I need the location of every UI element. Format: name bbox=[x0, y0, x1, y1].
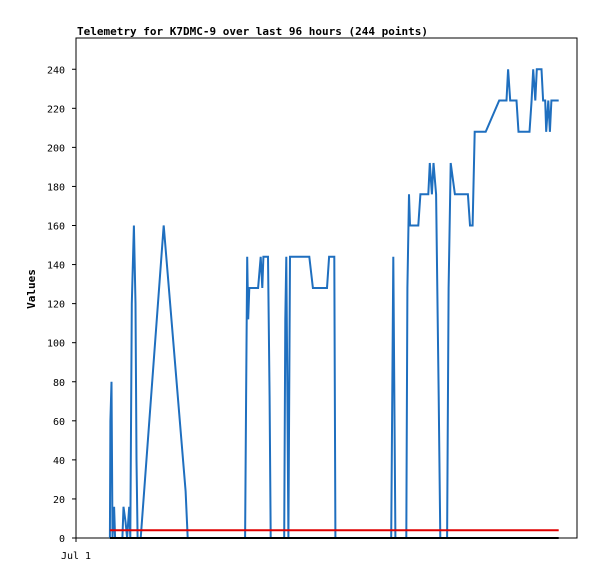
y-tick-label: 220 bbox=[47, 104, 65, 115]
x-tick-label: Jul 1 bbox=[61, 551, 91, 562]
chart-title: Telemetry for K7DMC-9 over last 96 hours… bbox=[77, 25, 428, 38]
y-tick-label: 180 bbox=[47, 182, 65, 193]
y-tick-label: 60 bbox=[53, 417, 65, 428]
y-axis-label: Values bbox=[25, 269, 38, 309]
y-tick-label: 160 bbox=[47, 222, 65, 233]
x-axis: Jul 1 bbox=[61, 538, 91, 562]
series-layer bbox=[108, 68, 559, 539]
y-tick-label: 200 bbox=[47, 143, 65, 154]
y-tick-label: 100 bbox=[47, 339, 65, 350]
y-tick-label: 0 bbox=[59, 534, 65, 545]
series-line-1 bbox=[108, 68, 559, 539]
y-tick-label: 20 bbox=[53, 495, 65, 506]
y-tick-label: 140 bbox=[47, 261, 65, 272]
y-tick-label: 80 bbox=[53, 378, 65, 389]
y-tick-label: 240 bbox=[47, 65, 65, 76]
y-tick-label: 40 bbox=[53, 456, 65, 467]
y-tick-label: 120 bbox=[47, 300, 65, 311]
y-axis: 0 20 40 60 80 100 120 140 160 180 200 220 240 bbox=[47, 65, 76, 545]
